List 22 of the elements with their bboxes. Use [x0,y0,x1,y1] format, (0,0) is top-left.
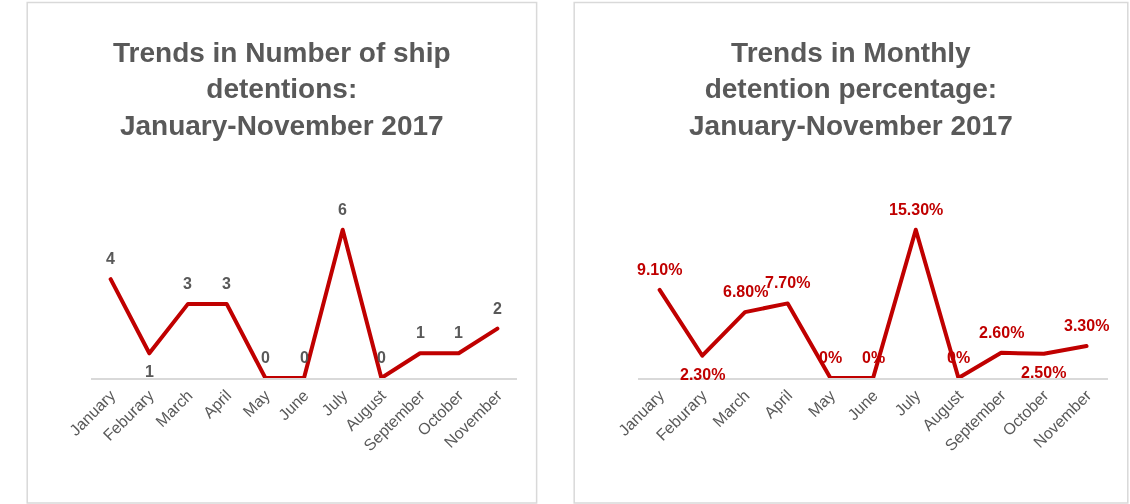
chart-title: Trends in Monthly detention percentage: January-November 2017 [689,37,1013,141]
x-tick-label: May [804,386,839,421]
data-label: 3.30% [1064,317,1110,334]
data-label: 2 [493,300,502,317]
data-label: 1 [145,363,154,380]
x-tick-label: July [891,386,924,419]
data-label: 2.30% [680,366,726,383]
data-label: 1 [454,324,463,341]
data-label: 0 [377,349,386,366]
data-label: 0 [261,349,270,366]
x-tick-label: May [239,386,274,421]
data-label: 15.30% [889,201,944,218]
data-label: 2.50% [1021,364,1067,381]
data-label: 3 [183,275,192,292]
data-label: 4 [106,250,115,267]
data-label: 2.60% [979,324,1025,341]
data-label: 3 [222,275,231,292]
data-label: 1 [416,324,425,341]
x-tick-label: July [318,386,351,419]
data-label: 6 [338,201,347,218]
chart-title: Trends in Number of ship detentions: January-November 2017 [113,37,451,141]
data-label: 9.10% [637,261,683,278]
